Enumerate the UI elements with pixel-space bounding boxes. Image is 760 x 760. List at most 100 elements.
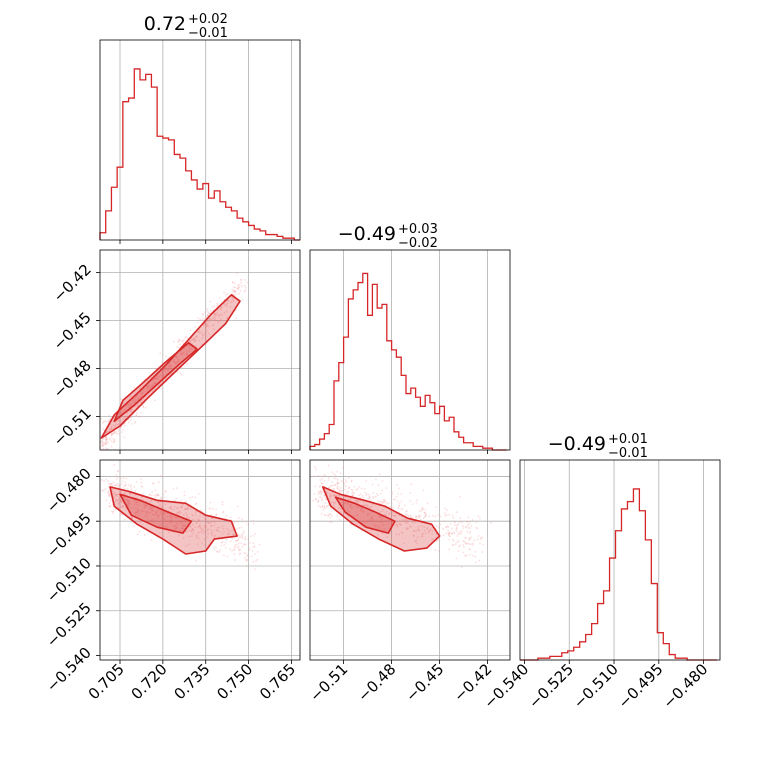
sample-point [133,399,136,402]
sample-point [217,315,220,318]
sample-point [337,494,339,497]
sample-point [235,317,238,320]
sample-point [344,478,347,481]
sample-point [143,534,146,536]
sample-point [213,304,216,307]
sample-point [322,495,325,497]
sample-point [111,512,114,515]
sample-point [244,552,247,555]
sample-point [466,520,468,523]
sample-point [336,482,339,484]
sample-point [134,494,137,497]
sample-point [339,491,341,494]
sample-point [154,382,157,385]
sample-point [234,291,237,293]
sample-point [107,492,110,495]
sample-point [368,496,371,499]
sample-point [120,499,123,502]
sample-point [134,401,137,404]
sample-point [465,543,467,545]
sample-point [468,532,471,535]
sample-point [251,550,254,552]
sample-point [444,512,446,515]
sample-point [351,494,354,497]
sample-point [201,312,204,315]
sample-point [158,481,160,484]
sample-point [114,425,117,428]
sample-point [189,507,192,510]
sample-point [197,492,200,495]
sample-point [258,543,261,546]
sample-point [112,431,115,434]
sample-point [225,310,228,313]
sample-point [146,386,149,389]
sample-point [117,500,120,503]
sample-point [169,521,172,524]
sample-point [396,523,398,526]
sample-point [232,533,235,535]
sample-point [167,368,170,371]
sample-point [148,505,151,508]
sample-point [406,519,408,522]
sample-point [132,386,135,389]
sample-point [152,379,155,382]
sample-point [321,482,324,485]
y-tick-label: −0.495 [43,509,95,561]
sample-point [196,518,199,520]
sample-point [144,505,147,508]
sample-point [475,526,478,529]
sample-point [415,516,418,519]
sample-point [247,523,249,526]
sample-point [320,482,323,484]
sample-point [103,443,106,446]
sample-point [163,518,166,521]
sample-point [378,527,381,530]
x-tick-label: −0.510 [570,660,622,712]
sample-point [106,448,109,450]
sample-point [234,520,237,523]
sample-point [361,494,364,497]
sample-point [395,521,398,524]
sample-point [428,515,431,518]
sample-point [237,547,240,549]
sample-point [255,560,257,563]
sample-point [245,558,248,561]
sample-point [380,501,383,504]
sample-point [333,504,335,506]
sample-point [332,488,335,491]
sample-point [146,388,149,391]
diag-3-title-value: −0.49 [548,433,606,455]
diag-1-title-upper: +0.02 [188,12,228,27]
sample-point [478,559,481,562]
sample-point [210,532,213,534]
sample-point [173,340,175,343]
sample-point [101,444,104,447]
sample-point [104,420,107,423]
sample-point [141,509,144,512]
sample-point [424,532,427,535]
sample-point [195,522,198,525]
sample-point [347,503,349,506]
sample-point [240,542,243,545]
sample-point [105,478,108,481]
sample-point [180,352,183,355]
sample-point [458,545,460,548]
sample-point [190,337,193,340]
sample-point [241,298,244,301]
sample-point [417,525,420,528]
sample-point [237,536,240,539]
sample-point [346,490,349,493]
sample-point [350,479,353,482]
sample-point [232,521,235,524]
y-tick-label: −0.480 [43,465,95,517]
sample-point [372,497,374,499]
sample-point [432,538,435,541]
sample-point [183,490,186,493]
sample-point [421,532,424,535]
sample-point [210,525,213,527]
sample-point [156,493,159,496]
sample-point [430,528,432,531]
sample-point [117,503,120,505]
sample-point [355,501,358,504]
sample-point [236,533,239,535]
